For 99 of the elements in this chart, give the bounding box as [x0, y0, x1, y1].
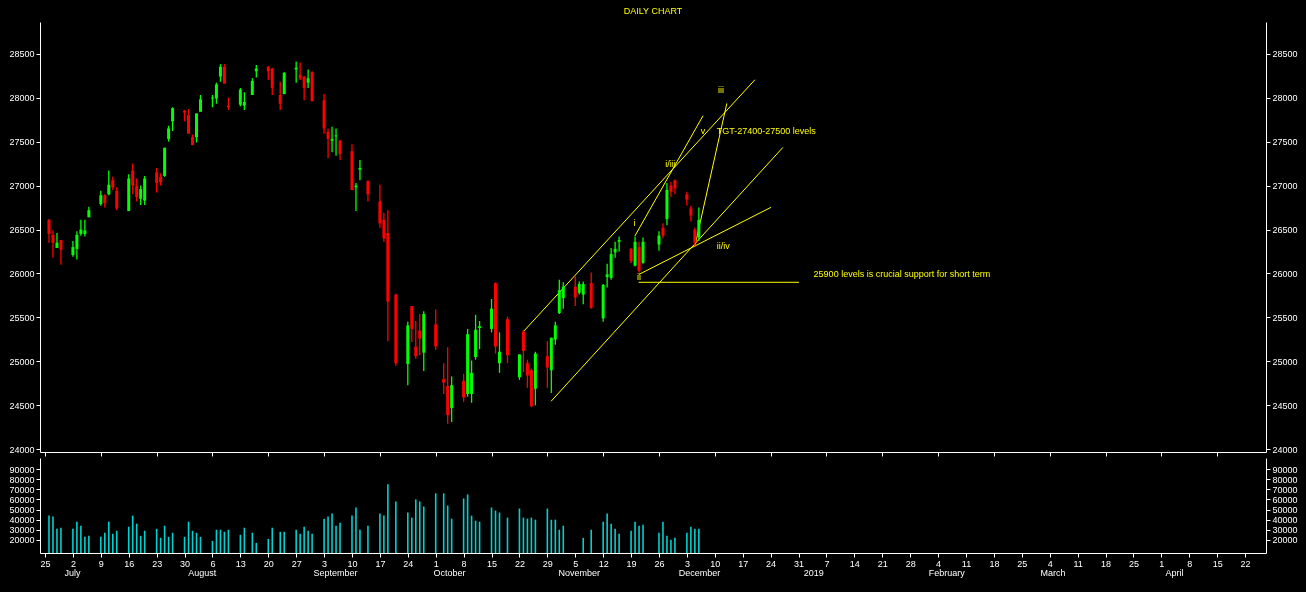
- x-tick-label: 13: [235, 558, 246, 569]
- text: March: [1040, 568, 1066, 578]
- text: August: [188, 568, 217, 578]
- text: December: [678, 568, 721, 578]
- x-tick-label: 24: [766, 558, 777, 569]
- y2-tick-label: 70000: [1272, 484, 1298, 495]
- x-tick-label: 18: [1101, 558, 1112, 569]
- annotation: 25900 levels is crucial support for short term: [813, 268, 991, 279]
- x-tick-label: 1: [1159, 558, 1165, 569]
- y-tick-label: 60000: [9, 494, 35, 505]
- text: February: [928, 568, 966, 578]
- annotation: v: [700, 126, 706, 137]
- x-tick-label: 2: [70, 558, 76, 569]
- x-tick-label: 3: [684, 558, 690, 569]
- y-tick-label: 40000: [9, 515, 35, 526]
- x-tick-label: 21: [877, 558, 888, 569]
- x-tick-label: 18: [989, 558, 1000, 569]
- y-tick-label: 25500: [9, 312, 35, 323]
- x-tick-label: 7: [824, 558, 830, 569]
- y-tick-label: 80000: [9, 474, 35, 485]
- x-tick-label: 25: [40, 558, 51, 569]
- y-tick-label: 27500: [9, 137, 35, 148]
- y-tick-label: 28000: [9, 93, 35, 104]
- y2-tick-label: 90000: [1272, 464, 1298, 475]
- x-tick-label: 11: [1073, 558, 1083, 569]
- y2-tick-label: 26000: [1272, 268, 1298, 279]
- x-tick-label: 5: [573, 558, 579, 569]
- chart-title: DAILY CHART: [623, 6, 683, 16]
- x-tick-label: 27: [291, 558, 302, 569]
- x-tick-label: 17: [738, 558, 749, 569]
- y2-tick-label: 25500: [1272, 312, 1298, 323]
- x-tick-label: 17: [375, 558, 386, 569]
- y-tick-label: 24500: [9, 400, 35, 411]
- x-tick-label: 8: [1187, 558, 1193, 569]
- y2-tick-label: 26500: [1272, 225, 1298, 236]
- y2-tick-label: 30000: [1272, 525, 1298, 536]
- y2-tick-label: 40000: [1272, 515, 1298, 526]
- x-tick-label: 28: [905, 558, 916, 569]
- y-tick-label: 26000: [9, 268, 35, 279]
- y-tick-label: 90000: [9, 464, 35, 475]
- y2-tick-label: 28000: [1272, 93, 1298, 104]
- y2-tick-label: 50000: [1272, 505, 1298, 516]
- y-tick-label: 28500: [9, 49, 35, 60]
- y-tick-label: 70000: [9, 484, 35, 495]
- x-tick-label: 15: [487, 558, 498, 569]
- x-tick-label: 12: [598, 558, 609, 569]
- text: November: [558, 568, 601, 578]
- x-tick-label: 19: [626, 558, 637, 569]
- y2-tick-label: 24000: [1272, 444, 1298, 455]
- x-tick-label: 31: [794, 558, 805, 569]
- y-tick-label: 50000: [9, 505, 35, 516]
- y-tick-label: 30000: [9, 525, 35, 536]
- text: October: [433, 568, 466, 578]
- text: July: [64, 568, 82, 578]
- text: 2019: [803, 568, 824, 578]
- text: April: [1165, 568, 1184, 578]
- x-tick-label: 3: [322, 558, 328, 569]
- x-tick-label: 20: [263, 558, 274, 569]
- annotation: i/iii: [665, 158, 676, 169]
- annotation: iii: [717, 84, 724, 95]
- x-tick-label: 30: [180, 558, 191, 569]
- text: September: [313, 568, 358, 578]
- x-tick-label: 24: [403, 558, 414, 569]
- x-tick-label: 15: [1212, 558, 1223, 569]
- y2-tick-label: 25000: [1272, 356, 1298, 367]
- x-tick-label: 4: [936, 558, 942, 569]
- y-tick-label: 26500: [9, 225, 35, 236]
- y2-tick-label: 60000: [1272, 494, 1298, 505]
- y2-tick-label: 27500: [1272, 137, 1298, 148]
- y-tick-label: 24000: [9, 444, 35, 455]
- x-tick-label: 26: [654, 558, 665, 569]
- x-tick-label: 9: [98, 558, 104, 569]
- y2-tick-label: 28500: [1272, 49, 1298, 60]
- y2-tick-label: 27000: [1272, 181, 1298, 192]
- x-tick-label: 16: [124, 558, 135, 569]
- y-tick-label: 25000: [9, 356, 35, 367]
- x-tick-label: 1: [433, 558, 439, 569]
- x-tick-label: 4: [1047, 558, 1053, 569]
- x-tick-label: 11: [961, 558, 972, 569]
- x-tick-label: 25: [1128, 558, 1139, 569]
- annotation: TGT-27400-27500 levels: [716, 126, 817, 137]
- y-tick-label: 20000: [9, 535, 35, 546]
- y2-tick-label: 80000: [1272, 474, 1298, 485]
- annotation: ii/iv: [716, 240, 731, 251]
- x-tick-label: 6: [210, 558, 216, 569]
- annotation: i: [633, 218, 636, 229]
- annotation: ii: [637, 272, 642, 283]
- x-tick-label: 14: [849, 558, 860, 569]
- y2-tick-label: 24500: [1272, 400, 1298, 411]
- x-tick-label: 10: [710, 558, 721, 569]
- x-tick-label: 23: [152, 558, 163, 569]
- x-tick-label: 10: [347, 558, 358, 569]
- x-tick-label: 22: [514, 558, 525, 569]
- y2-tick-label: 20000: [1272, 535, 1298, 546]
- x-tick-label: 25: [1017, 558, 1028, 569]
- y-tick-label: 27000: [9, 181, 35, 192]
- x-tick-label: 8: [461, 558, 467, 569]
- x-tick-label: 29: [542, 558, 553, 569]
- x-tick-label: 22: [1240, 558, 1251, 569]
